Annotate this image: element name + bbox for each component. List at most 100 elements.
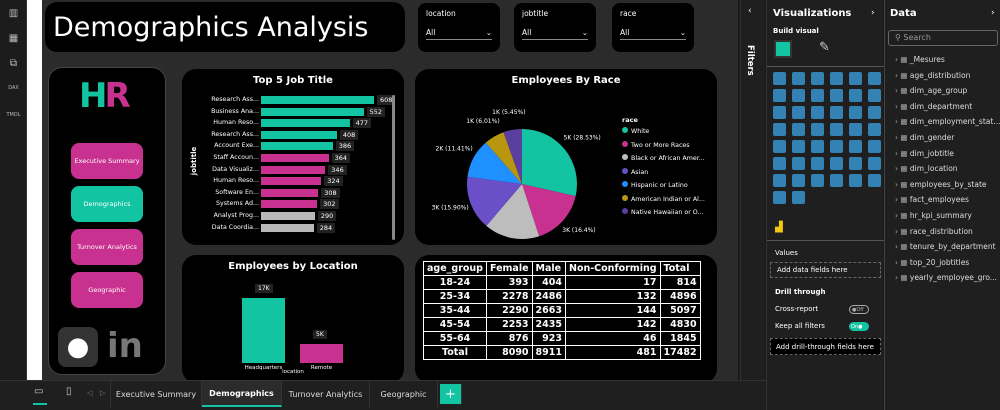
legend-item[interactable]: Hispanic or Latino xyxy=(622,181,705,195)
expand-icon[interactable]: ‹ xyxy=(748,6,752,16)
visual-type-icon[interactable] xyxy=(849,72,862,85)
pie-slice[interactable] xyxy=(503,129,522,184)
visual-type-icon[interactable] xyxy=(868,174,881,187)
visual-type-icon[interactable] xyxy=(849,106,862,119)
model-view-icon[interactable]: ⧉ xyxy=(9,58,18,69)
tmdl-view-icon[interactable]: TMDL xyxy=(6,112,21,118)
visual-type-icon[interactable] xyxy=(773,140,786,153)
visual-type-icon[interactable] xyxy=(792,89,805,102)
data-table-item[interactable]: › ▦ dim_age_group xyxy=(895,86,967,95)
data-table-item[interactable]: › ▦ tenure_by_department xyxy=(895,242,996,251)
legend-item[interactable]: Black or African Amer... xyxy=(622,154,705,168)
pie-slice[interactable] xyxy=(485,132,522,184)
visual-type-icon[interactable] xyxy=(849,157,862,170)
slicer-jobtitle[interactable]: jobtitle All ⌄ xyxy=(514,3,596,52)
legend-item[interactable]: Asian xyxy=(622,167,705,182)
visual-type-icon[interactable] xyxy=(792,72,805,85)
tab-demographics[interactable]: Demographics xyxy=(202,381,282,407)
nav-executive-summary[interactable]: Executive Summary xyxy=(71,143,143,179)
visual-type-icon[interactable] xyxy=(830,106,843,119)
legend-item[interactable]: Native Hawaiian or O... xyxy=(622,208,705,222)
visual-type-icon[interactable] xyxy=(830,89,843,102)
chevron-down-icon[interactable]: ⌄ xyxy=(679,28,686,37)
chevron-down-icon[interactable]: ⌄ xyxy=(485,28,492,37)
prev-page-icon[interactable]: ◁ xyxy=(87,389,93,397)
visual-type-icon[interactable] xyxy=(868,72,881,85)
data-table-item[interactable]: › ▦ race_distribution xyxy=(895,227,973,236)
visual-type-icon[interactable] xyxy=(773,89,786,102)
visual-type-icon[interactable] xyxy=(811,123,824,136)
chevron-down-icon[interactable]: ⌄ xyxy=(581,28,588,37)
visual-type-icon[interactable] xyxy=(849,174,862,187)
visual-type-icon[interactable] xyxy=(811,157,824,170)
add-page-button[interactable]: + xyxy=(440,384,462,404)
visual-type-icon[interactable] xyxy=(811,89,824,102)
data-table-item[interactable]: › ▦ dim_gender xyxy=(895,133,954,142)
visual-type-icon[interactable] xyxy=(868,140,881,153)
visual-type-icon[interactable] xyxy=(792,140,805,153)
visual-type-icon[interactable] xyxy=(773,72,786,85)
nav-demographics[interactable]: Demographics xyxy=(71,186,143,222)
visual-type-icon[interactable] xyxy=(773,174,786,187)
get-more-visuals-icon[interactable]: ▟ xyxy=(775,222,783,233)
legend-item[interactable]: American Indian or Al... xyxy=(622,194,705,209)
slicer-race[interactable]: race All ⌄ xyxy=(612,3,694,52)
visual-type-icon[interactable] xyxy=(830,157,843,170)
data-table-item[interactable]: › ▦ dim_department xyxy=(895,102,972,111)
visual-type-icon[interactable] xyxy=(773,106,786,119)
desktop-layout-icon[interactable]: ▭ xyxy=(34,386,44,397)
values-drop-zone[interactable]: Add data fields here xyxy=(770,262,881,278)
nav-geographic[interactable]: Geographic xyxy=(71,272,143,308)
next-page-icon[interactable]: ▷ xyxy=(100,389,106,397)
data-table-item[interactable]: › ▦ dim_jobtitle xyxy=(895,149,954,158)
mobile-layout-icon[interactable]: ▯ xyxy=(66,386,72,397)
tab-turnover-analytics[interactable]: Turnover Analytics xyxy=(282,381,370,407)
visual-type-icon[interactable] xyxy=(811,72,824,85)
table-view-icon[interactable]: ▦ xyxy=(8,33,19,44)
visual-type-icon[interactable] xyxy=(868,106,881,119)
visual-type-icon[interactable] xyxy=(792,106,805,119)
visual-type-icon[interactable] xyxy=(773,157,786,170)
legend-item[interactable]: Two or More Races xyxy=(622,140,705,155)
legend-item[interactable]: White xyxy=(622,127,705,141)
visual-type-icon[interactable] xyxy=(773,191,786,204)
dax-query-icon[interactable]: DAX xyxy=(8,85,19,91)
pie-slice[interactable] xyxy=(467,176,522,226)
github-icon[interactable]: ● xyxy=(58,327,98,367)
tab-geographic[interactable]: Geographic xyxy=(370,381,438,407)
data-table-item[interactable]: › ▦ dim_location xyxy=(895,164,958,173)
data-table-item[interactable]: › ▦ dim_employment_stat... xyxy=(895,117,1000,126)
format-visual-icon[interactable]: ✎ xyxy=(819,40,830,55)
pie-slice[interactable] xyxy=(522,184,576,237)
visual-type-icon[interactable] xyxy=(811,140,824,153)
data-table-item[interactable]: › ▦ hr_kpi_summary xyxy=(895,211,972,220)
visual-type-icon[interactable] xyxy=(830,140,843,153)
visual-type-icon[interactable] xyxy=(849,140,862,153)
visual-type-icon[interactable] xyxy=(792,123,805,136)
data-table-item[interactable]: › ▦ _Mesures xyxy=(895,55,945,64)
data-table-item[interactable]: › ▦ yearly_employee_gro... xyxy=(895,273,997,282)
visual-type-icon[interactable] xyxy=(849,89,862,102)
data-table-item[interactable]: › ▦ employees_by_state xyxy=(895,180,987,189)
collapse-icon[interactable]: › xyxy=(871,8,875,18)
data-table-item[interactable]: › ▦ age_distribution xyxy=(895,71,970,80)
visual-type-icon[interactable] xyxy=(811,174,824,187)
visual-type-icon[interactable] xyxy=(811,106,824,119)
visual-type-icon[interactable] xyxy=(868,157,881,170)
collapse-icon[interactable]: › xyxy=(991,8,995,18)
data-table-item[interactable]: › ▦ fact_employees xyxy=(895,195,969,204)
linkedin-icon[interactable]: in xyxy=(107,326,143,366)
keep-filters-toggle[interactable]: On ● xyxy=(849,322,869,331)
visual-type-icon[interactable] xyxy=(868,89,881,102)
visual-type-icon[interactable] xyxy=(792,174,805,187)
drill-through-drop-zone[interactable]: Add drill-through fields here xyxy=(770,338,881,355)
visual-type-icon[interactable] xyxy=(830,174,843,187)
visual-type-icon[interactable] xyxy=(792,157,805,170)
pie-slice[interactable] xyxy=(522,129,577,197)
nav-turnover-analytics[interactable]: Turnover Analytics xyxy=(71,229,143,265)
search-input[interactable]: ⚲ Search xyxy=(888,30,998,46)
visual-type-icon[interactable] xyxy=(773,123,786,136)
visual-type-icon[interactable] xyxy=(830,72,843,85)
visual-type-icon[interactable] xyxy=(792,191,805,204)
tab-executive-summary[interactable]: Executive Summary xyxy=(110,381,202,407)
